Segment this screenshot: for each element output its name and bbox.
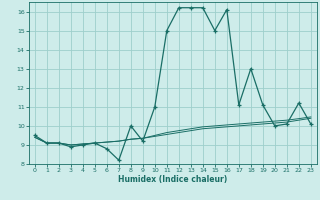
X-axis label: Humidex (Indice chaleur): Humidex (Indice chaleur) <box>118 175 228 184</box>
